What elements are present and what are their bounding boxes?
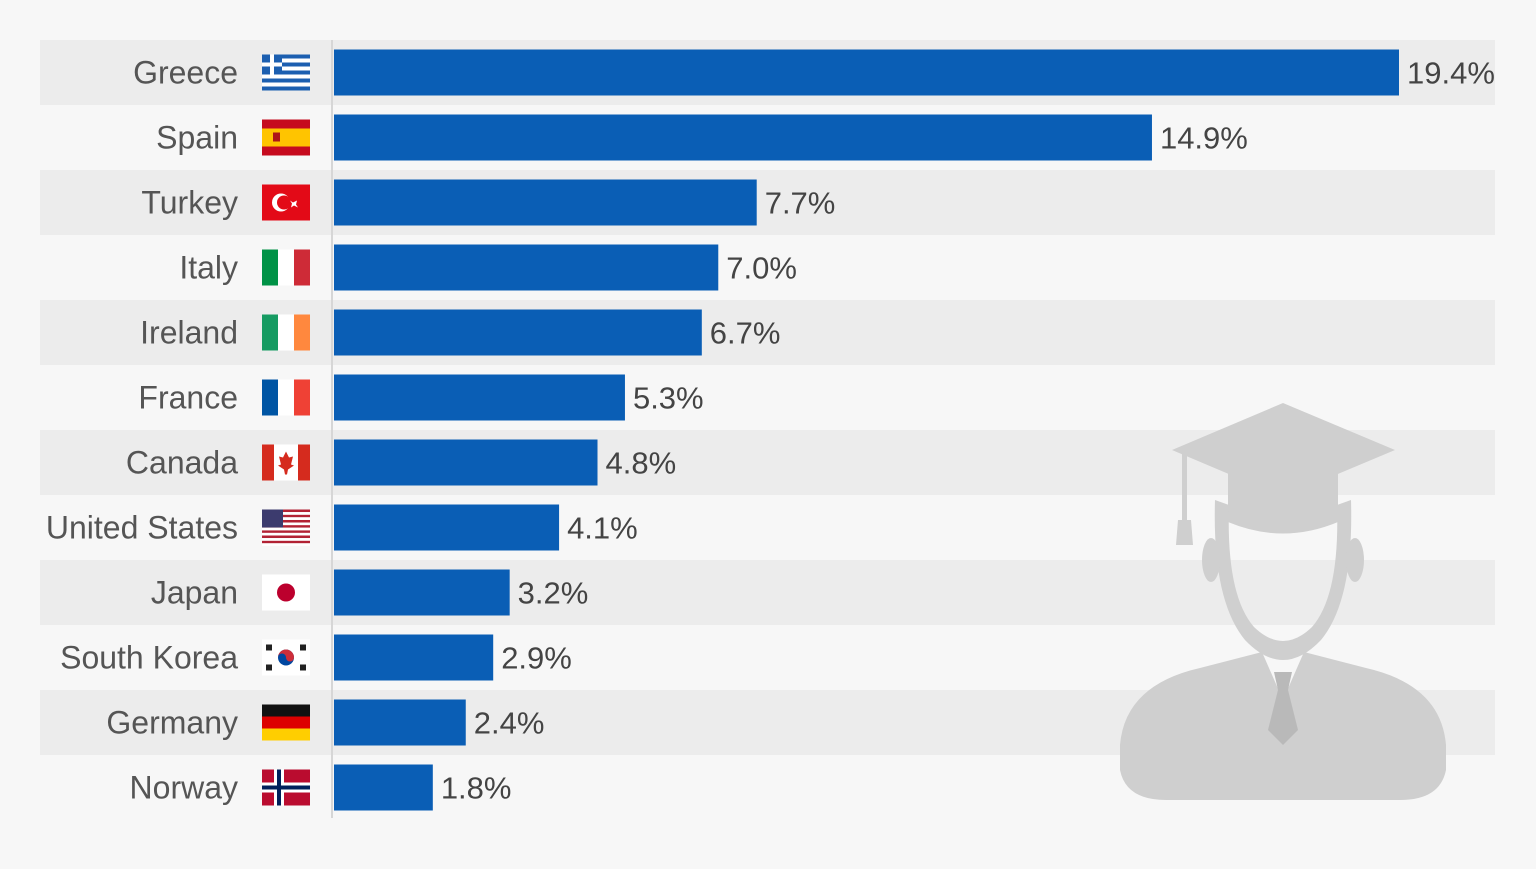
bar bbox=[334, 179, 757, 226]
value-label: 2.4% bbox=[474, 706, 545, 741]
category-label: Norway bbox=[130, 770, 238, 806]
norway-flag-icon bbox=[262, 769, 310, 806]
graduate-icon bbox=[1120, 403, 1446, 800]
row-stripe bbox=[40, 560, 1495, 625]
value-label: 14.9% bbox=[1160, 121, 1248, 156]
value-label: 7.7% bbox=[765, 186, 836, 221]
italy-flag-icon bbox=[262, 249, 310, 286]
chart-rows: Greece 19.4% Spain 14.9% Turkey 7.7% Italy 7.0%… bbox=[46, 49, 1495, 811]
value-label: 1.8% bbox=[441, 771, 512, 806]
category-label: Canada bbox=[126, 445, 238, 481]
bar bbox=[334, 49, 1399, 96]
category-label: South Korea bbox=[60, 640, 238, 676]
ireland-flag-icon bbox=[262, 314, 310, 351]
bar bbox=[334, 439, 598, 486]
category-label: Germany bbox=[106, 705, 238, 741]
value-label: 4.8% bbox=[606, 446, 677, 481]
value-label: 5.3% bbox=[633, 381, 704, 416]
bar bbox=[334, 569, 510, 616]
bar bbox=[334, 309, 702, 356]
bar bbox=[334, 504, 560, 551]
greece-flag-icon bbox=[262, 54, 310, 91]
value-label: 4.1% bbox=[567, 511, 638, 546]
bar bbox=[334, 244, 719, 291]
value-label: 2.9% bbox=[501, 641, 572, 676]
bar bbox=[334, 114, 1152, 161]
value-label: 19.4% bbox=[1407, 56, 1495, 91]
bar bbox=[334, 764, 433, 811]
value-label: 3.2% bbox=[518, 576, 589, 611]
japan-flag-icon bbox=[262, 574, 310, 611]
spain-flag-icon bbox=[262, 119, 310, 156]
value-label: 6.7% bbox=[710, 316, 781, 351]
france-flag-icon bbox=[262, 379, 310, 416]
usa-flag-icon bbox=[262, 509, 310, 546]
germany-flag-icon bbox=[262, 704, 310, 741]
value-label: 7.0% bbox=[726, 251, 797, 286]
bar bbox=[334, 374, 625, 421]
bar bbox=[334, 699, 466, 746]
category-label: Japan bbox=[151, 575, 238, 611]
turkey-flag-icon bbox=[262, 184, 310, 221]
category-label: France bbox=[138, 380, 238, 416]
category-label: Turkey bbox=[141, 185, 238, 221]
category-label: Ireland bbox=[140, 315, 238, 351]
category-label: United States bbox=[46, 510, 238, 546]
category-label: Greece bbox=[133, 55, 238, 91]
category-label: Spain bbox=[156, 120, 238, 156]
category-label: Italy bbox=[179, 250, 238, 286]
south-korea-flag-icon bbox=[262, 639, 310, 676]
bar bbox=[334, 634, 494, 681]
canada-flag-icon bbox=[262, 444, 310, 481]
